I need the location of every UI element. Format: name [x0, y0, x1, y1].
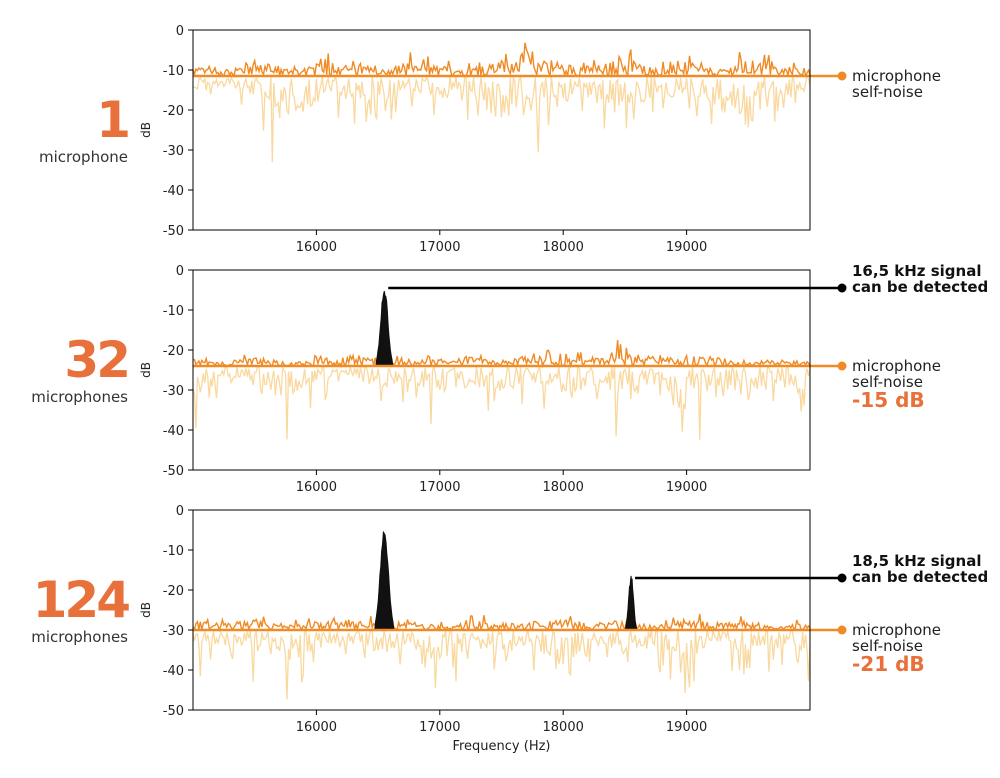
signal-annotation: can be detected — [852, 568, 988, 586]
y-tick-label: -30 — [163, 384, 184, 399]
microphone-count-label: microphone — [39, 148, 128, 166]
x-axis-label: Frequency (Hz) — [452, 739, 550, 754]
x-tick-label: 16000 — [296, 480, 337, 495]
plot-frame — [192, 269, 811, 471]
x-tick-label: 16000 — [296, 240, 337, 255]
y-tick-label: -20 — [163, 344, 184, 359]
y-axis-label: dB — [139, 362, 153, 378]
y-tick-label: -50 — [163, 704, 184, 719]
noise-series-below — [193, 74, 810, 163]
self-noise-label: microphone — [852, 621, 941, 639]
y-tick-label: -30 — [163, 144, 184, 159]
y-tick-label: -10 — [163, 544, 184, 559]
noise-reduction-value: -15 dB — [852, 388, 925, 412]
y-tick-label: -40 — [163, 184, 184, 199]
y-axis-label: dB — [139, 602, 153, 618]
x-tick-label: 17000 — [419, 720, 460, 735]
panel-3: 0 -10 -20 -30 -40 -50 16000 17000 18000 19000 dB 12… — [31, 504, 988, 754]
y-tick-label: -20 — [163, 584, 184, 599]
noise-series-above — [193, 42, 810, 79]
noise-series-below — [193, 363, 810, 440]
y-tick-label: -10 — [163, 304, 184, 319]
signal-annotation: can be detected — [852, 278, 988, 296]
microphone-count: 1 — [96, 91, 128, 149]
x-tick-label: 17000 — [419, 240, 460, 255]
x-tick-label: 16000 — [296, 720, 337, 735]
microphone-count: 124 — [33, 571, 130, 629]
self-noise-marker — [837, 361, 847, 371]
noise-reduction-value: -21 dB — [852, 652, 925, 676]
plot-frame — [192, 29, 811, 231]
x-tick-label: 19000 — [666, 720, 707, 735]
self-noise-label: self-noise — [852, 637, 923, 655]
x-tick-label: 17000 — [419, 480, 460, 495]
annotation-marker — [837, 283, 847, 293]
self-noise-label: self-noise — [852, 83, 923, 101]
signal-annotation: 16,5 kHz signal — [852, 262, 981, 280]
self-noise-label: microphone — [852, 357, 941, 375]
self-noise-label: microphone — [852, 67, 941, 85]
y-tick-label: -50 — [163, 464, 184, 479]
x-tick-label: 18000 — [543, 720, 584, 735]
y-tick-label: 0 — [176, 264, 184, 279]
y-axis-label: dB — [139, 122, 153, 138]
self-noise-marker — [837, 625, 847, 635]
noise-series-above — [193, 339, 810, 369]
self-noise-marker — [837, 71, 847, 81]
noise-series-above — [193, 613, 810, 633]
x-tick-label: 18000 — [543, 480, 584, 495]
signal-annotation: 18,5 kHz signal — [852, 552, 981, 570]
panel-2: 0 -10 -20 -30 -40 -50 16000 17000 18000 19000 dB 32… — [31, 262, 988, 495]
signal-peak-1 — [375, 290, 394, 367]
x-tick-label: 19000 — [666, 240, 707, 255]
x-tick-label: 18000 — [543, 240, 584, 255]
y-tick-label: -50 — [163, 224, 184, 239]
y-tick-label: -30 — [163, 624, 184, 639]
y-tick-label: 0 — [176, 504, 184, 519]
y-tick-label: -40 — [163, 424, 184, 439]
microphone-count-label: microphones — [31, 388, 128, 406]
signal-peak-1 — [373, 530, 395, 631]
self-noise-label: self-noise — [852, 373, 923, 391]
y-tick-label: 0 — [176, 24, 184, 39]
microphone-count-label: microphones — [31, 628, 128, 646]
signal-peak-2 — [624, 575, 638, 631]
plot-frame — [192, 509, 811, 711]
noise-series-below — [193, 628, 810, 700]
microphone-count: 32 — [64, 331, 128, 389]
y-tick-label: -40 — [163, 664, 184, 679]
annotation-marker — [837, 573, 847, 583]
x-tick-label: 19000 — [666, 480, 707, 495]
y-tick-label: -20 — [163, 104, 184, 119]
y-tick-label: -10 — [163, 64, 184, 79]
